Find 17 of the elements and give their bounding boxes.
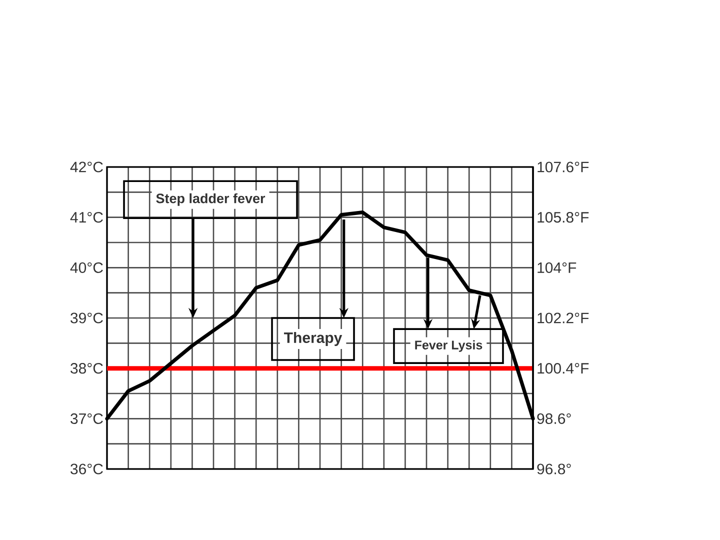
annotation: Therapy	[284, 332, 342, 346]
y2-tick-label: 104°F	[538, 262, 576, 273]
annotation: Step ladder fever	[156, 193, 266, 206]
y-tick-label: 36°C	[70, 464, 103, 474]
y2-tick-label: 102.2°F	[538, 312, 589, 324]
y-tick-label: 37°C	[70, 413, 103, 424]
y-tick-label: 42°C	[70, 162, 103, 172]
y-tick-label: 41°C	[70, 212, 103, 223]
y2-tick-label: 107.6°F	[538, 162, 589, 172]
y2-tick-label: 105.8°F	[538, 212, 589, 223]
y-tick-label: 38°C	[70, 363, 103, 374]
y2-tick-label: 98.6°	[537, 413, 571, 424]
annotation: Fever Lysis	[415, 340, 482, 352]
y2-tick-label: 96.8°	[537, 464, 571, 474]
y-tick-label: 40°C	[70, 262, 103, 273]
y-tick-label: 39°C	[70, 312, 103, 324]
y2-tick-label: 100.4°F	[538, 363, 589, 374]
